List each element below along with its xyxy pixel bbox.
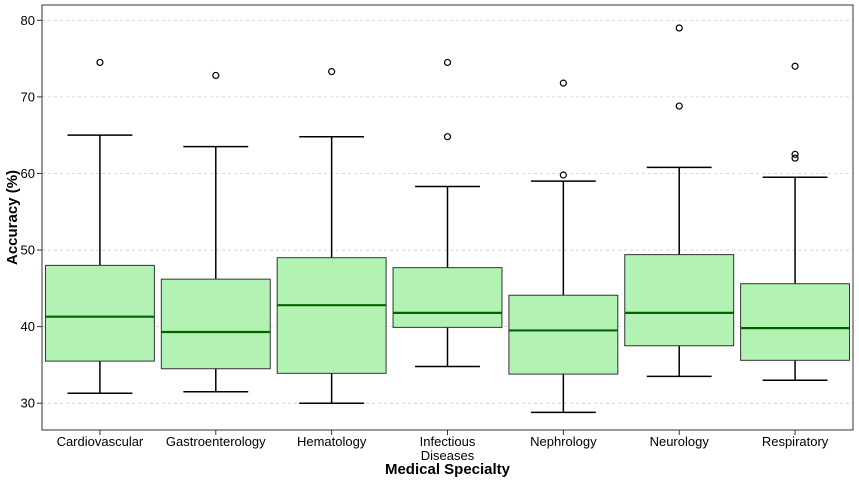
y-tick-label: 60: [21, 166, 35, 181]
box-iqr: [624, 254, 735, 347]
x-tick-label: Cardiovascular: [57, 434, 144, 449]
outlier-point: [675, 102, 683, 110]
y-tick-label: 80: [21, 13, 35, 28]
box-group-6: [624, 24, 735, 378]
outlier-point: [443, 58, 452, 67]
outlier-point: [559, 79, 567, 87]
outlier-point: [443, 133, 452, 141]
box-iqr: [392, 267, 503, 328]
y-axis-title: Accuracy (%): [4, 170, 21, 265]
x-tick-label: Nephrology: [530, 434, 597, 449]
box-iqr: [276, 257, 387, 374]
box-group-1: [44, 58, 155, 394]
outlier-point: [675, 24, 683, 32]
y-tick-label: 40: [21, 319, 35, 334]
box-group-7: [740, 62, 851, 381]
box-iqr: [44, 264, 155, 362]
y-axis: 30 40 50 60 70 80: [21, 13, 42, 411]
y-tick-label: 30: [21, 396, 35, 411]
box-group-4: [392, 58, 503, 368]
y-tick-label: 50: [21, 243, 35, 258]
outlier-point: [96, 58, 104, 67]
box-iqr: [508, 294, 619, 375]
outlier-point: [791, 150, 799, 158]
outlier-point: [328, 68, 336, 76]
outlier-point: [791, 154, 799, 162]
x-tick-label: Neurology: [650, 434, 710, 449]
outlier-point: [791, 62, 799, 70]
box-layer: [44, 24, 851, 414]
box-group-2: [160, 71, 271, 393]
box-iqr: [160, 278, 271, 370]
box-group-3: [276, 68, 387, 404]
x-tick-label: Hematology: [297, 434, 367, 449]
y-tick-label: 70: [21, 89, 35, 104]
outlier-point: [559, 171, 567, 179]
box-group-5: [508, 79, 619, 414]
x-tick-label: Diseases: [421, 448, 475, 463]
x-tick-label: Respiratory: [762, 434, 829, 449]
x-tick-label: Infectious: [420, 434, 476, 449]
x-axis: Cardiovascular Gastroenterology Hematology…: [57, 430, 829, 463]
outlier-point: [212, 71, 220, 80]
x-tick-label: Gastroenterology: [166, 434, 266, 449]
x-axis-title: Medical Specialty: [385, 461, 511, 478]
box-iqr: [740, 283, 851, 361]
